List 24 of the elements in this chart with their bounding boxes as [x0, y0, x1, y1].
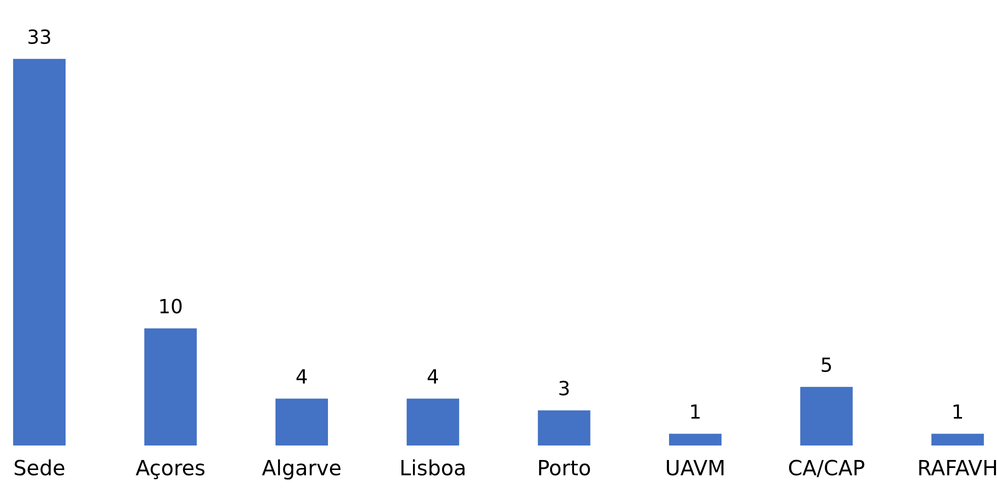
bar — [275, 398, 328, 446]
bar — [931, 434, 984, 446]
bar — [406, 398, 460, 446]
x-tick-label: Porto — [539, 460, 590, 476]
x-tick-label: Algarve — [262, 459, 340, 480]
bar — [144, 328, 197, 446]
data-label: 5 — [822, 358, 831, 372]
x-tick-label: RAFAVH — [919, 460, 996, 476]
data-label: 10 — [160, 298, 182, 314]
bar — [538, 410, 590, 446]
bar — [669, 434, 722, 446]
data-label: 33 — [28, 29, 50, 44]
data-label: 1 — [691, 404, 700, 419]
data-label: 4 — [296, 369, 307, 384]
data-label: 1 — [954, 404, 962, 419]
x-tick-label: Açores — [136, 460, 204, 480]
x-tick-label: UAVM — [666, 460, 724, 476]
x-tick-label: Lisboa — [401, 459, 465, 476]
bar — [800, 386, 853, 446]
x-tick-label: CA/CAP — [789, 460, 864, 478]
bar — [13, 58, 66, 446]
data-label: 4 — [428, 369, 438, 384]
data-label: 3 — [559, 380, 569, 396]
x-tick-label: Sede — [14, 459, 64, 476]
